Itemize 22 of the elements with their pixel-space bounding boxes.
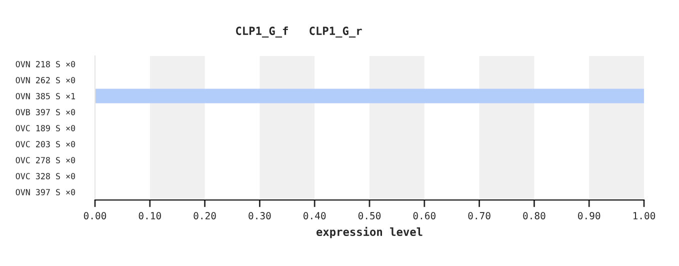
x-tick-label: 0.30 (248, 212, 271, 220)
x-tick-label: 0.00 (84, 212, 106, 220)
y-tick-label: OVN 262 S ×0 (16, 77, 76, 84)
y-tick-label: OVB 397 S ×0 (16, 109, 76, 116)
x-tick-label: 0.10 (138, 212, 161, 220)
x-tick-label: 0.70 (468, 212, 490, 220)
y-tick-label: OVC 203 S ×0 (16, 141, 76, 148)
x-axis-title: expression level (316, 226, 422, 238)
y-tick-label: OVN 385 S ×1 (16, 93, 75, 100)
x-tick-label: 0.20 (194, 212, 216, 220)
y-tick-label: OVC 328 S ×0 (16, 173, 76, 180)
x-tick-label: 0.80 (523, 212, 546, 220)
x-tick-label: 0.60 (413, 212, 436, 220)
y-tick-label: OVN 397 S ×0 (16, 189, 76, 196)
y-tick-label: OVC 278 S ×0 (16, 157, 76, 164)
x-tick-label: 0.40 (304, 212, 326, 220)
x-tick-label: 0.90 (578, 212, 600, 220)
y-tick-label: OVN 218 S ×0 (16, 61, 76, 68)
x-tick-label: 0.50 (358, 212, 381, 220)
x-tick-label: 1.00 (633, 212, 656, 220)
chart-title: CLP1_G_f CLP1_G_r (236, 26, 362, 38)
y-tick-label: OVC 189 S ×0 (16, 125, 76, 132)
